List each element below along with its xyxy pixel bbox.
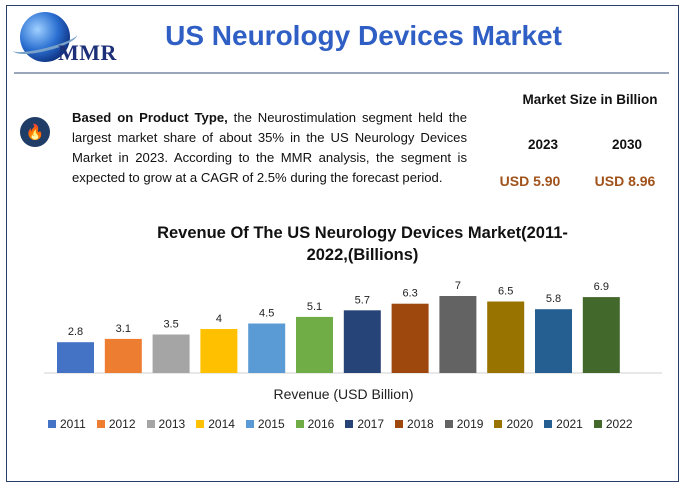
legend-label: 2021 [556,417,583,431]
legend-swatch [295,420,304,428]
legend-label: 2018 [407,417,434,431]
market-value-2030: USD 8.96 [594,173,656,189]
legend-swatch [444,420,453,428]
data-label-2012: 3.1 [116,323,131,335]
legend-item-2022: 2022 [593,417,633,431]
page-frame [6,5,679,482]
legend-swatch [48,420,56,428]
page-title: US Neurology Devices Market [165,20,562,51]
market-size-title: Market Size in Billion [522,92,658,107]
legend-label: 2017 [357,417,385,431]
summary-text: Based on Product Type, the Neurostimulat… [72,108,467,188]
legend-label: 2013 [158,417,186,431]
bar-2015 [248,323,286,373]
data-label-2017: 5.7 [355,294,370,306]
data-label-2018: 6.3 [402,288,417,300]
legend-label: 2016 [307,417,335,431]
bar-2013 [152,334,190,373]
legend-item-2012: 2012 [96,417,136,431]
bars-group: 2.8 3.1 3.5 4 4.5 5.1 5.7 6.3 7 6.5 5.8 6.9 [57,280,620,373]
chart-title-line-2: 2022,(Billions) [306,246,419,264]
data-label-2019: 7 [455,280,461,292]
legend-swatch [593,420,602,428]
x-axis-label: Revenue (USD Billion) [273,386,414,402]
bar-2020 [487,301,525,373]
legend-label: 2015 [257,417,285,431]
legend-swatch [96,420,105,428]
globe-icon [20,12,70,62]
data-label-2021: 5.8 [546,293,561,305]
legend-item-2019: 2019 [444,417,484,431]
chart-title: Revenue Of The US Neurology Devices Mark… [150,222,575,266]
legend-item-2018: 2018 [395,417,434,431]
mmr-logo: MMR [12,12,124,68]
legend-item-2017: 2017 [345,417,384,431]
header-divider [14,72,669,74]
logo-text: MMR [58,40,117,65]
data-label-2014: 4 [216,313,222,325]
legend-item-2013: 2013 [146,417,186,431]
legend-swatch [544,420,553,428]
data-label-2015: 4.5 [259,308,274,320]
legend-item-2015: 2015 [245,417,285,431]
data-label-2020: 6.5 [498,286,513,298]
bar-2019 [439,296,477,373]
legend-swatch [494,420,503,428]
data-label-2022: 6.9 [594,281,609,293]
legend-label: 2011 [60,417,86,431]
chart-title-line-1: Revenue Of The US Neurology Devices Mark… [157,224,568,242]
legend-label: 2012 [108,417,136,431]
legend-item-2021: 2021 [544,417,583,431]
data-label-2013: 3.5 [163,319,178,331]
legend-swatch [345,420,354,428]
bar-2016 [296,316,333,373]
bar-2022 [582,297,620,373]
legend-item-2014: 2014 [196,417,235,431]
legend-item-2016: 2016 [295,417,335,431]
legend-label: 2022 [605,417,633,431]
legend-item-2011: 2011 [48,417,86,431]
market-year-2023: 2023 [527,137,559,152]
flame-icon: 🔥 [20,117,50,147]
data-label-2011: 2.8 [68,326,83,338]
market-year-2030: 2030 [611,137,643,152]
legend-label: 2020 [506,417,534,431]
market-value-2023: USD 5.90 [499,173,561,189]
bar-2014 [200,329,238,373]
data-label-2016: 5.1 [307,301,322,313]
legend-swatch [146,420,155,428]
legend-swatch [395,420,404,428]
bar-2021 [535,309,572,373]
summary-lead: Based on Product Type, [72,110,228,125]
bar-2012 [104,338,142,373]
bar-2017 [343,310,381,373]
chart-legend: 2011 2012 2013 2014 2015 2016 2017 2018 2019 2020… [48,417,644,431]
bar-2018 [391,303,429,373]
legend-swatch [196,420,205,428]
legend-label: 2019 [456,417,484,431]
bar-2011 [57,342,94,373]
legend-swatch [245,420,254,428]
summary-body: the Neurostimulation segment held the la… [72,110,467,185]
legend-label: 2014 [208,417,235,431]
legend-item-2020: 2020 [494,417,533,431]
